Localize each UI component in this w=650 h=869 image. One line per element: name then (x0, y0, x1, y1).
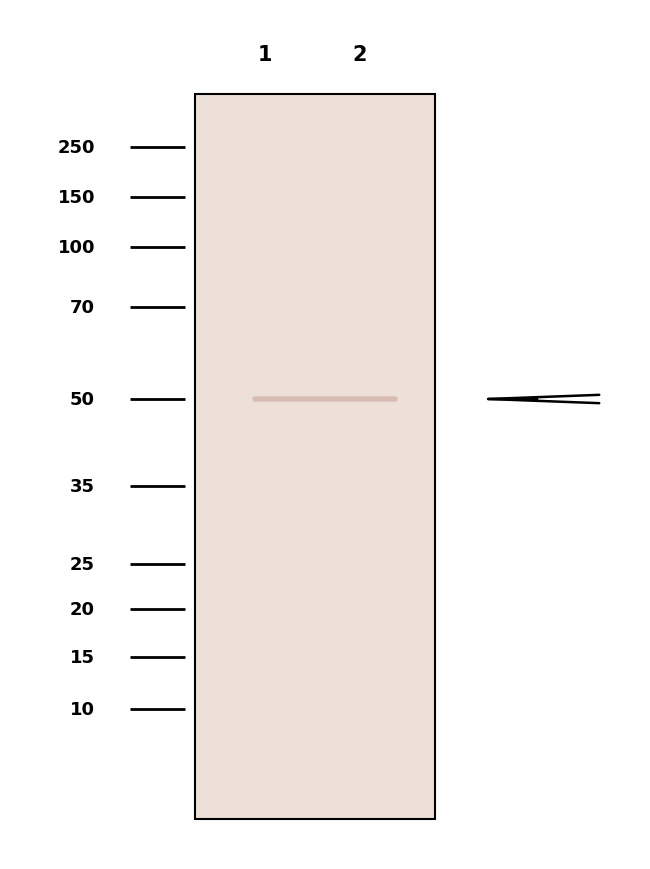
Text: 150: 150 (57, 189, 95, 207)
Text: 100: 100 (57, 239, 95, 256)
Text: 1: 1 (258, 45, 272, 65)
Text: 50: 50 (70, 390, 95, 408)
Text: 20: 20 (70, 600, 95, 618)
Text: 10: 10 (70, 700, 95, 718)
Text: 15: 15 (70, 648, 95, 667)
Text: 70: 70 (70, 299, 95, 316)
Bar (195, 95, 435, 819)
Text: 250: 250 (57, 139, 95, 156)
Text: 2: 2 (353, 45, 367, 65)
Text: 35: 35 (70, 477, 95, 495)
Text: 25: 25 (70, 555, 95, 574)
